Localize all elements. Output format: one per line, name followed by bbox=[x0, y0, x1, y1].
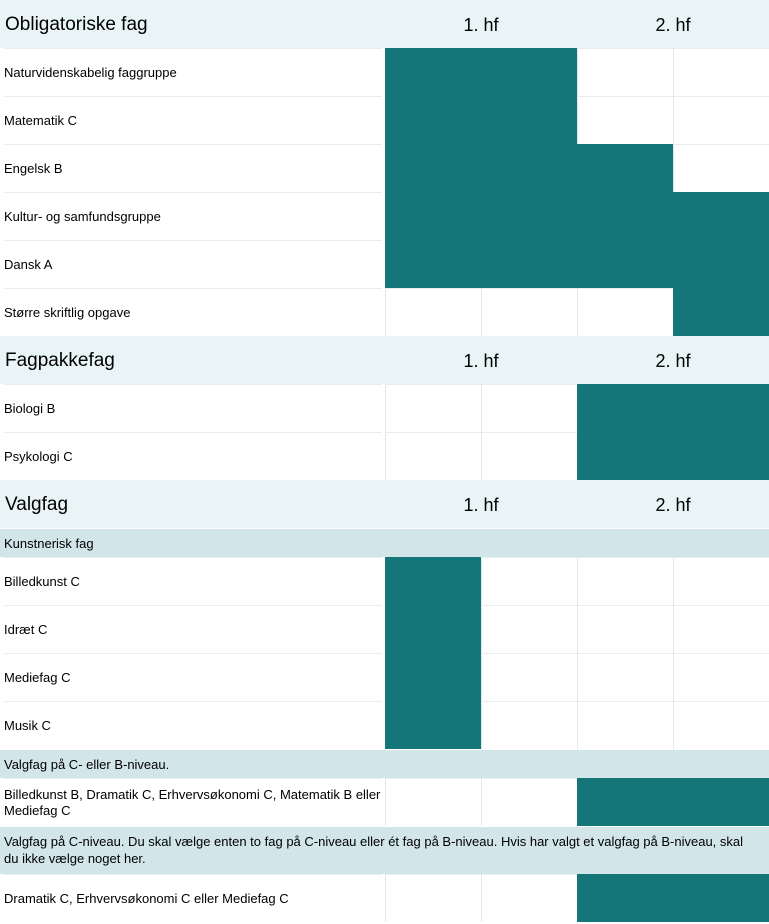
column-header-1-hf: 1. hf bbox=[463, 495, 499, 515]
section-title: Obligatoriske fag bbox=[5, 14, 148, 35]
period-cell bbox=[385, 384, 481, 432]
section-header: Fagpakkefag 1. hf 2. hf bbox=[0, 336, 769, 384]
period-cell bbox=[673, 96, 769, 144]
subject-name: Billedkunst B, Dramatik C, Erhvervsøkono… bbox=[4, 778, 382, 826]
section-title: Valgfag bbox=[5, 494, 69, 515]
schedule-bar bbox=[385, 557, 481, 605]
subject-name: Matematik C bbox=[4, 96, 382, 144]
schedule-bar bbox=[577, 778, 769, 826]
period-cell bbox=[481, 653, 577, 701]
subject-row: Matematik C bbox=[0, 96, 769, 144]
subject-name: Billedkunst C bbox=[4, 557, 382, 605]
period-cell bbox=[481, 874, 577, 922]
subject-row: Mediefag C bbox=[0, 653, 769, 701]
period-cell bbox=[577, 96, 673, 144]
period-cell bbox=[673, 557, 769, 605]
period-cell bbox=[577, 605, 673, 653]
period-cell bbox=[481, 557, 577, 605]
column-header-2-hf: 2. hf bbox=[655, 15, 691, 35]
period-cell bbox=[481, 288, 577, 336]
schedule-bar bbox=[385, 605, 481, 653]
schedule-bar bbox=[385, 701, 481, 749]
period-cell bbox=[481, 605, 577, 653]
section-header: Valgfag 1. hf 2. hf bbox=[0, 480, 769, 528]
schedule-bar bbox=[577, 432, 769, 480]
subject-name: Musik C bbox=[4, 701, 382, 749]
period-cell bbox=[673, 701, 769, 749]
subject-name: Biologi B bbox=[4, 384, 382, 432]
schedule-bar bbox=[673, 288, 769, 336]
period-cell bbox=[385, 778, 481, 826]
schedule-bar bbox=[385, 144, 673, 192]
period-cell bbox=[577, 557, 673, 605]
group-header-text: Valgfag på C-niveau. Du skal vælge enten… bbox=[4, 834, 744, 866]
period-cell bbox=[385, 874, 481, 922]
period-cell bbox=[577, 288, 673, 336]
schedule-bar bbox=[385, 653, 481, 701]
subject-row: Psykologi C bbox=[0, 432, 769, 480]
period-cell bbox=[481, 384, 577, 432]
subject-name: Dramatik C, Erhvervsøkonomi C eller Medi… bbox=[4, 874, 382, 922]
subject-row: Dansk A bbox=[0, 240, 769, 288]
group-header: Kunstnerisk fag bbox=[0, 528, 769, 557]
period-cell bbox=[385, 288, 481, 336]
group-header-text: Valgfag på C- eller B-niveau. bbox=[4, 757, 170, 772]
period-cell bbox=[577, 48, 673, 96]
schedule-bar bbox=[385, 96, 577, 144]
subject-row: Billedkunst C bbox=[0, 557, 769, 605]
subject-name: Kultur- og samfundsgruppe bbox=[4, 192, 382, 240]
subject-row: Naturvidenskabelig faggruppe bbox=[0, 48, 769, 96]
schedule-bar bbox=[577, 874, 769, 922]
section-header: Obligatoriske fag 1. hf 2. hf bbox=[0, 0, 769, 48]
period-cell bbox=[673, 605, 769, 653]
subject-row: Musik C bbox=[0, 701, 769, 749]
section-title: Fagpakkefag bbox=[5, 350, 115, 371]
period-cell bbox=[481, 778, 577, 826]
column-header-2-hf: 2. hf bbox=[655, 495, 691, 515]
subject-name: Psykologi C bbox=[4, 432, 382, 480]
column-header-1-hf: 1. hf bbox=[463, 351, 499, 371]
period-cell bbox=[385, 432, 481, 480]
subject-name: Idræt C bbox=[4, 605, 382, 653]
subject-name: Engelsk B bbox=[4, 144, 382, 192]
group-header: Valgfag på C-niveau. Du skal vælge enten… bbox=[0, 826, 769, 874]
period-cell bbox=[577, 653, 673, 701]
period-cell bbox=[577, 701, 673, 749]
column-header-2-hf: 2. hf bbox=[655, 351, 691, 371]
subject-name: Dansk A bbox=[4, 240, 382, 288]
subject-name: Naturvidenskabelig faggruppe bbox=[4, 48, 382, 96]
subject-row: Større skriftlig opgave bbox=[0, 288, 769, 336]
schedule-bar bbox=[385, 48, 577, 96]
group-header: Valgfag på C- eller B-niveau. bbox=[0, 749, 769, 778]
group-header-text: Kunstnerisk fag bbox=[4, 536, 94, 551]
subject-name: Mediefag C bbox=[4, 653, 382, 701]
period-cell bbox=[481, 701, 577, 749]
period-cell bbox=[673, 48, 769, 96]
subject-row: Billedkunst B, Dramatik C, Erhvervsøkono… bbox=[0, 778, 769, 826]
period-cell bbox=[481, 432, 577, 480]
subject-row: Dramatik C, Erhvervsøkonomi C eller Medi… bbox=[0, 874, 769, 922]
subject-row: Biologi B bbox=[0, 384, 769, 432]
period-cell bbox=[673, 144, 769, 192]
subject-row: Engelsk B bbox=[0, 144, 769, 192]
schedule-bar bbox=[385, 192, 769, 240]
subject-name: Større skriftlig opgave bbox=[4, 288, 382, 336]
subject-row: Kultur- og samfundsgruppe bbox=[0, 192, 769, 240]
schedule-bar bbox=[385, 240, 769, 288]
period-cell bbox=[673, 653, 769, 701]
subject-row: Idræt C bbox=[0, 605, 769, 653]
schedule-bar bbox=[577, 384, 769, 432]
column-header-1-hf: 1. hf bbox=[463, 15, 499, 35]
